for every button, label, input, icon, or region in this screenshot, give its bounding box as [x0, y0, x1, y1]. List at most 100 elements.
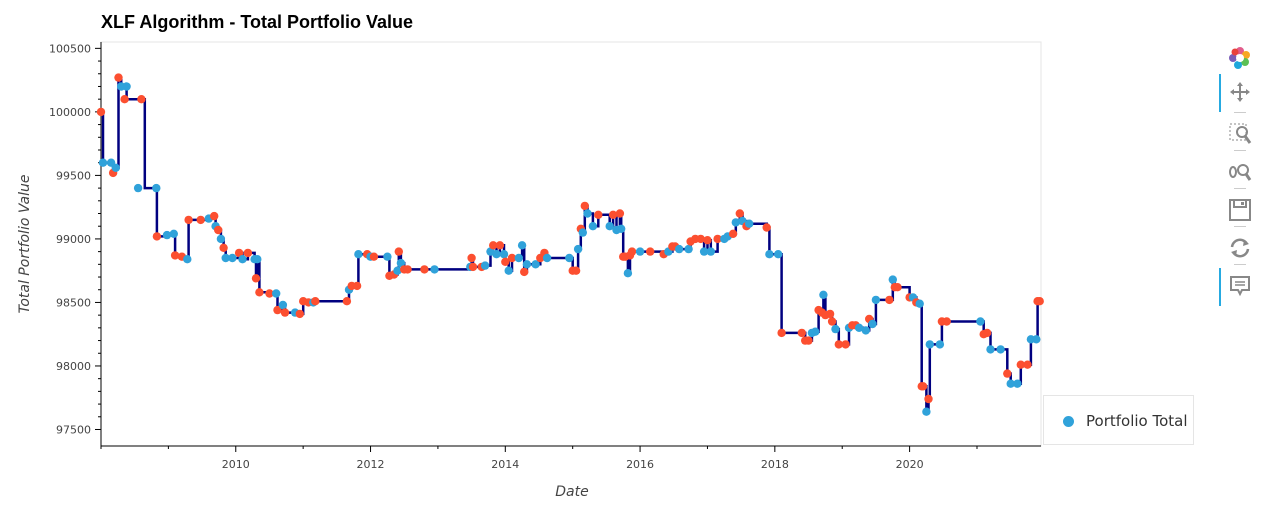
sell-marker: [295, 309, 304, 319]
sell-marker: [114, 73, 123, 82]
save-icon: [1229, 199, 1251, 221]
buy-marker: [745, 219, 754, 228]
hover-tool-button[interactable]: [1218, 268, 1260, 306]
save-tool-button[interactable]: [1218, 192, 1260, 226]
buy-marker: [480, 261, 490, 270]
bokeh-logo-button[interactable]: [1218, 40, 1260, 74]
buy-marker: [122, 82, 131, 91]
buy-marker: [499, 250, 509, 259]
reset-icon: [1230, 238, 1250, 258]
sell-marker: [467, 253, 476, 263]
legend-label: Portfolio Total: [1086, 412, 1188, 430]
y-tick-label: 100500: [49, 42, 91, 55]
sell-marker: [120, 95, 129, 104]
buy-marker: [278, 300, 288, 310]
buy-marker: [221, 253, 230, 263]
y-tick-label: 98500: [56, 296, 91, 309]
sell-marker: [137, 95, 146, 104]
buy-marker: [111, 163, 121, 172]
buy-marker: [976, 317, 985, 326]
x-tick-label: 2010: [222, 458, 250, 471]
buy-marker: [354, 250, 363, 259]
buy-marker: [635, 247, 645, 256]
axes: 97500 98000 98500 99000 99500 100000 100500 201…: [49, 42, 1041, 471]
sell-marker: [394, 247, 403, 256]
sell-marker: [1016, 360, 1025, 369]
sell-marker: [893, 283, 902, 292]
buy-marker: [573, 244, 583, 254]
buy-marker: [935, 340, 945, 349]
buy-marker: [98, 158, 108, 167]
sell-marker: [825, 309, 835, 319]
sell-marker: [520, 267, 529, 277]
buy-marker: [216, 234, 226, 244]
buy-marker: [996, 345, 1005, 354]
x-axis-label: Date: [555, 484, 588, 500]
buy-marker: [492, 250, 501, 259]
buy-marker: [583, 209, 592, 218]
sell-marker: [696, 234, 705, 244]
wheel-zoom-tool-button[interactable]: [1218, 154, 1260, 188]
sell-marker: [608, 210, 618, 219]
buy-marker: [831, 324, 840, 334]
buy-marker: [986, 345, 995, 354]
legend[interactable]: Portfolio Total: [1043, 395, 1194, 445]
box-zoom-tool-button[interactable]: [1218, 116, 1260, 150]
sell-marker: [885, 295, 894, 305]
toolbar-separator: [1234, 150, 1246, 151]
buy-marker: [531, 260, 540, 269]
sell-marker: [255, 288, 264, 297]
buy-marker: [623, 269, 633, 278]
sell-marker: [420, 265, 429, 274]
y-axis-label: Total Portfolio Value: [17, 175, 33, 314]
x-tick-label: 2012: [357, 458, 385, 471]
sell-marker: [210, 211, 219, 221]
sell-marker: [1035, 297, 1044, 306]
x-tick-label: 2020: [896, 458, 924, 471]
buy-marker: [565, 253, 574, 263]
hover-icon: [1230, 276, 1250, 297]
buy-marker: [699, 247, 709, 256]
buy-marker: [162, 230, 172, 240]
wheel-zoom-icon: [1229, 164, 1252, 181]
buy-marker: [811, 327, 820, 336]
buy-marker: [578, 228, 587, 237]
sell-marker: [184, 215, 193, 225]
y-tick-label: 99500: [56, 169, 91, 182]
buy-marker: [854, 323, 864, 332]
buy-marker: [514, 253, 523, 263]
sell-marker: [841, 340, 850, 349]
buy-marker: [393, 266, 402, 275]
sell-marker: [495, 241, 505, 250]
sell-marker: [762, 223, 771, 232]
buy-marker: [588, 222, 598, 231]
pan-tool-button[interactable]: [1218, 74, 1260, 112]
y-tick-label: 98000: [56, 360, 91, 373]
trade-markers-group: [96, 73, 1044, 416]
y-tick-label: 100000: [49, 106, 91, 119]
sell-marker: [489, 241, 498, 250]
series-line-group: [101, 76, 1040, 413]
buy-marker: [169, 229, 178, 238]
sell-marker: [713, 234, 722, 244]
sell-marker: [170, 251, 180, 260]
buy-marker: [605, 222, 614, 231]
buy-marker: [774, 250, 783, 259]
sell-marker: [918, 382, 928, 391]
buy-marker: [542, 253, 552, 263]
box-zoom-icon: [1229, 123, 1252, 144]
buy-marker: [133, 183, 143, 193]
buy-marker: [396, 258, 406, 268]
chart-title: XLF Algorithm - Total Portfolio Value: [101, 12, 413, 32]
buy-marker: [1032, 335, 1041, 344]
buy-marker: [253, 255, 262, 264]
buy-marker: [517, 241, 527, 250]
reset-tool-button[interactable]: [1218, 230, 1260, 264]
sell-marker: [352, 281, 362, 291]
buy-marker: [868, 319, 877, 329]
toolbar-separator: [1234, 264, 1246, 265]
series-line: [101, 76, 1040, 413]
buy-marker: [684, 244, 693, 254]
sell-marker: [251, 274, 261, 283]
